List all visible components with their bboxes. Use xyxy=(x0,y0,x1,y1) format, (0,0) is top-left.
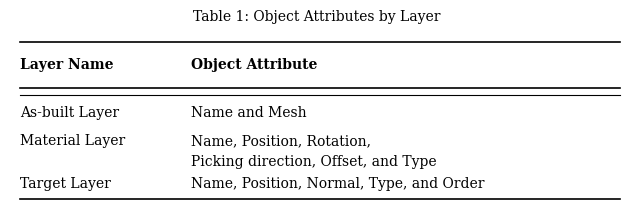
Text: Name and Mesh: Name and Mesh xyxy=(191,106,306,120)
Text: Name, Position, Normal, Type, and Order: Name, Position, Normal, Type, and Order xyxy=(191,177,484,191)
Text: Object Attribute: Object Attribute xyxy=(191,58,317,72)
Text: Material Layer: Material Layer xyxy=(20,135,126,149)
Text: As-built Layer: As-built Layer xyxy=(20,106,119,120)
Text: Table 1: Object Attributes by Layer: Table 1: Object Attributes by Layer xyxy=(193,9,441,23)
Text: Name, Position, Rotation,
Picking direction, Offset, and Type: Name, Position, Rotation, Picking direct… xyxy=(191,135,436,169)
Text: Layer Name: Layer Name xyxy=(20,58,114,72)
Text: Target Layer: Target Layer xyxy=(20,177,111,191)
